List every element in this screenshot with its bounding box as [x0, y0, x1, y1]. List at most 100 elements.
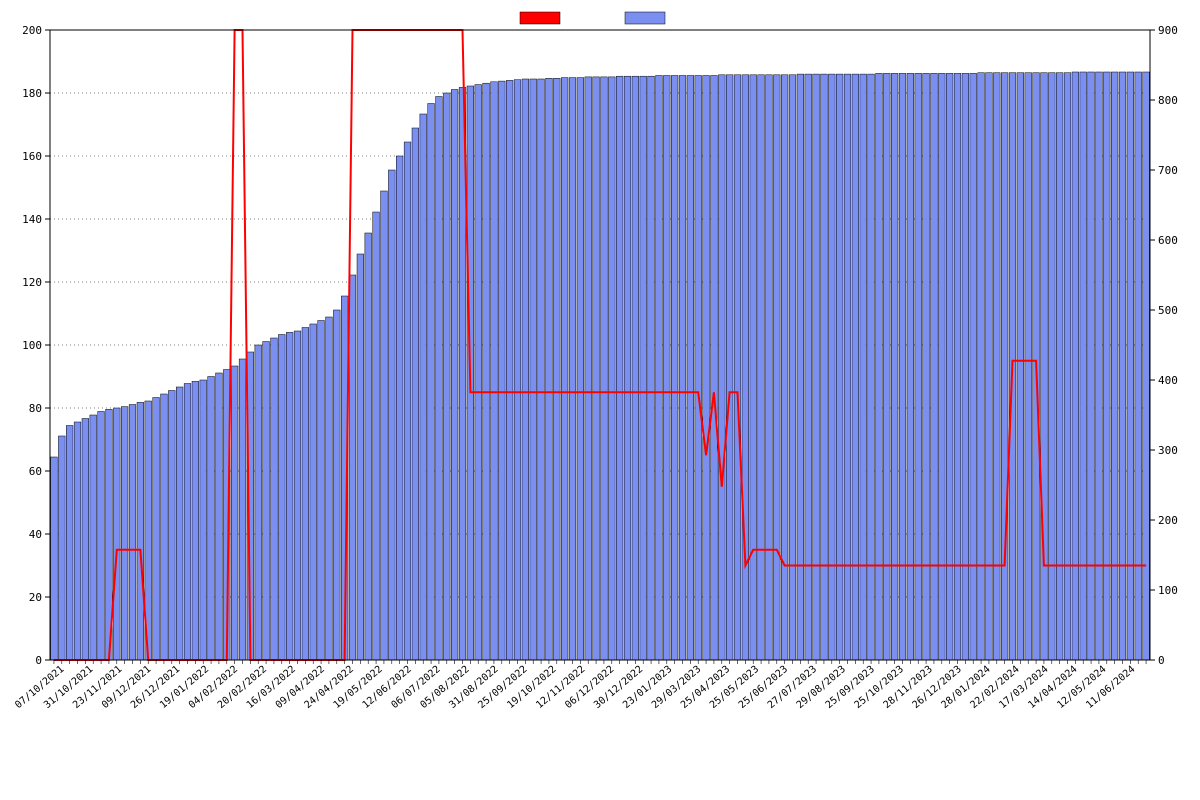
bar	[703, 76, 710, 661]
bar	[648, 76, 655, 660]
bar	[608, 77, 615, 660]
bar	[58, 436, 65, 660]
bar	[1135, 72, 1142, 660]
bar	[1080, 72, 1087, 660]
bar	[381, 191, 388, 660]
bar	[553, 78, 560, 660]
bar	[514, 80, 521, 660]
bar	[836, 74, 843, 660]
bar	[255, 345, 262, 660]
bar	[1111, 72, 1118, 660]
bar	[695, 76, 702, 661]
bar	[396, 156, 403, 660]
bar	[475, 85, 482, 660]
bar	[844, 74, 851, 660]
right-tick-label: 500	[1158, 304, 1178, 317]
bar	[797, 74, 804, 660]
right-tick-label: 0	[1158, 654, 1165, 667]
bar	[986, 73, 993, 660]
bar	[789, 75, 796, 660]
bar	[176, 387, 183, 660]
bar	[302, 328, 309, 661]
bar	[758, 75, 765, 660]
bar	[883, 73, 890, 660]
legend-swatch	[625, 12, 665, 24]
left-tick-label: 200	[22, 24, 42, 37]
bar	[828, 74, 835, 660]
bar	[663, 76, 670, 661]
bar	[443, 93, 450, 660]
bar	[805, 74, 812, 660]
bar	[349, 275, 356, 660]
bar	[1064, 73, 1071, 660]
bar	[90, 415, 97, 660]
right-tick-label: 400	[1158, 374, 1178, 387]
left-tick-label: 80	[29, 402, 42, 415]
bar	[734, 75, 741, 660]
bar	[1119, 72, 1126, 660]
bar	[498, 81, 505, 660]
bar	[1143, 72, 1150, 660]
bar	[616, 76, 623, 660]
left-tick-label: 140	[22, 213, 42, 226]
bar	[404, 142, 411, 660]
bar	[577, 78, 584, 660]
bar	[168, 391, 175, 661]
bar	[868, 74, 875, 660]
left-tick-label: 40	[29, 528, 42, 541]
bar	[1025, 73, 1032, 660]
bar	[137, 402, 144, 660]
bar	[200, 380, 207, 660]
bar	[1072, 72, 1079, 660]
bar	[129, 405, 136, 661]
right-tick-label: 800	[1158, 94, 1178, 107]
right-tick-label: 200	[1158, 514, 1178, 527]
bar	[310, 324, 317, 660]
bar	[711, 76, 718, 661]
bar	[632, 76, 639, 660]
bar	[1096, 72, 1103, 660]
bar	[428, 104, 435, 661]
bar	[192, 381, 199, 660]
bar	[74, 422, 81, 660]
bar	[624, 76, 631, 660]
bar	[962, 73, 969, 660]
bar	[506, 80, 513, 660]
bar	[491, 82, 498, 660]
bar	[388, 170, 395, 660]
left-tick-label: 160	[22, 150, 42, 163]
time-series-dual-axis-chart: 0204060801001201401601802000100200300400…	[0, 0, 1200, 800]
bar	[978, 73, 985, 660]
bar	[373, 212, 380, 660]
bar	[286, 332, 293, 660]
bar	[852, 74, 859, 660]
bar	[656, 76, 663, 661]
bar	[1048, 73, 1055, 660]
bar	[781, 75, 788, 660]
bar	[113, 408, 120, 660]
bar	[121, 407, 128, 660]
bar	[66, 426, 73, 661]
right-tick-label: 600	[1158, 234, 1178, 247]
bar	[1088, 72, 1095, 660]
bar	[239, 359, 246, 660]
bar	[860, 74, 867, 660]
bar	[1056, 73, 1063, 660]
bar	[420, 114, 427, 660]
bar	[546, 78, 553, 660]
bar	[891, 73, 898, 660]
bar	[365, 233, 372, 660]
bar	[742, 75, 749, 660]
bar	[216, 373, 223, 660]
bar	[326, 317, 333, 660]
bar	[538, 79, 545, 660]
bar	[483, 83, 490, 660]
bar	[153, 398, 160, 661]
left-tick-label: 0	[35, 654, 42, 667]
bar	[593, 77, 600, 660]
legend-swatch	[520, 12, 560, 24]
bar	[679, 76, 686, 661]
bar	[946, 73, 953, 660]
bar	[1127, 72, 1134, 660]
bar	[640, 76, 647, 660]
